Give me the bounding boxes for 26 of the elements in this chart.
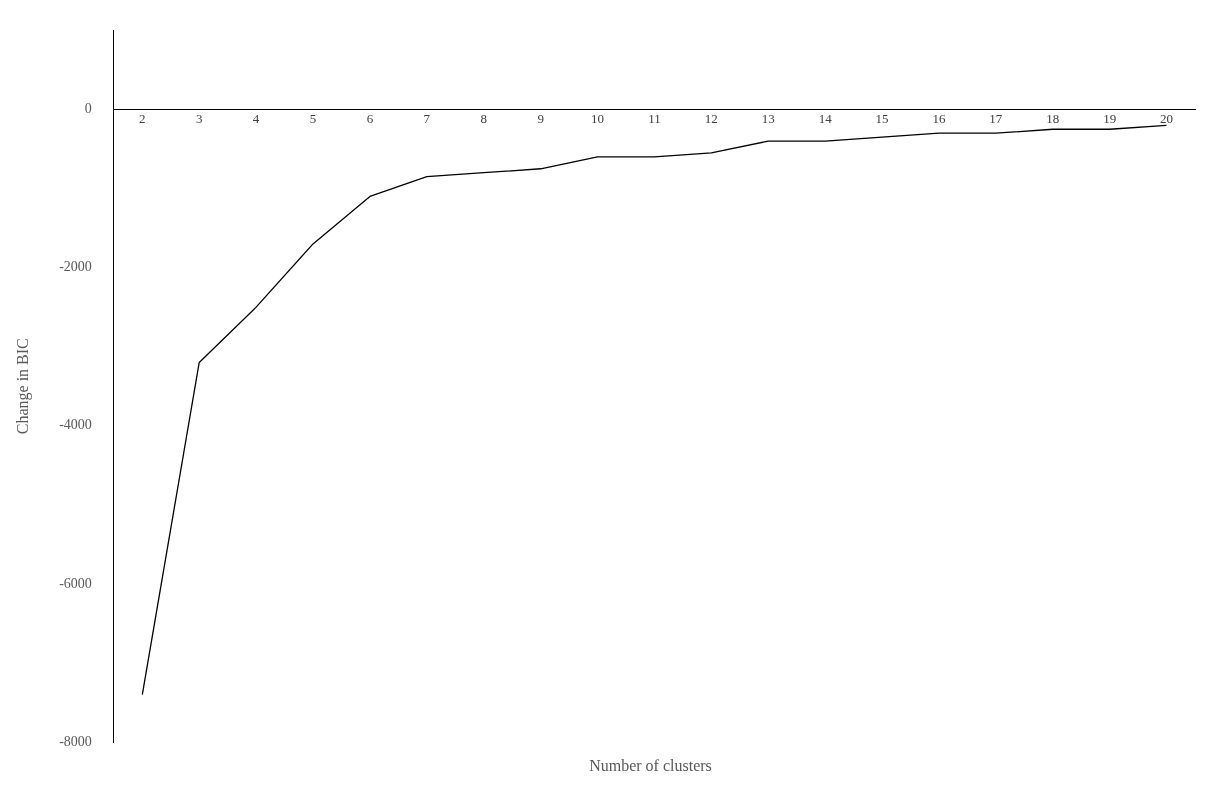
y-tick-label: -6000 (59, 575, 92, 591)
x-tick-label: 9 (537, 110, 544, 126)
x-tick-label: 15 (875, 110, 889, 126)
y-axis-title: Change in BIC (13, 338, 32, 435)
x-tick-label: 16 (932, 110, 946, 126)
x-tick-label: 4 (252, 110, 260, 126)
x-tick-label: 12 (704, 110, 718, 126)
x-tick-label: 6 (366, 110, 374, 126)
y-tick-label: -4000 (59, 417, 92, 433)
x-tick-label: 13 (761, 110, 775, 126)
x-tick-label: 8 (480, 110, 487, 126)
y-tick-label: 0 (84, 101, 92, 117)
y-tick-label: -8000 (59, 733, 92, 749)
x-tick-label: 7 (423, 110, 431, 126)
x-tick-label: 19 (1103, 110, 1117, 126)
x-tick-label: 18 (1046, 110, 1060, 126)
x-tick-label: 17 (989, 110, 1003, 126)
x-tick-label: 5 (309, 110, 317, 126)
x-tick-label: 2 (139, 110, 146, 126)
y-tick-label: -2000 (59, 259, 92, 275)
x-tick-label: 20 (1160, 110, 1174, 126)
x-tick-label: 3 (195, 110, 203, 126)
x-tick-label: 11 (648, 110, 661, 126)
x-tick-label: 14 (818, 110, 833, 126)
x-axis-title: Number of clusters (588, 757, 713, 775)
x-tick-label: 10 (591, 110, 605, 126)
